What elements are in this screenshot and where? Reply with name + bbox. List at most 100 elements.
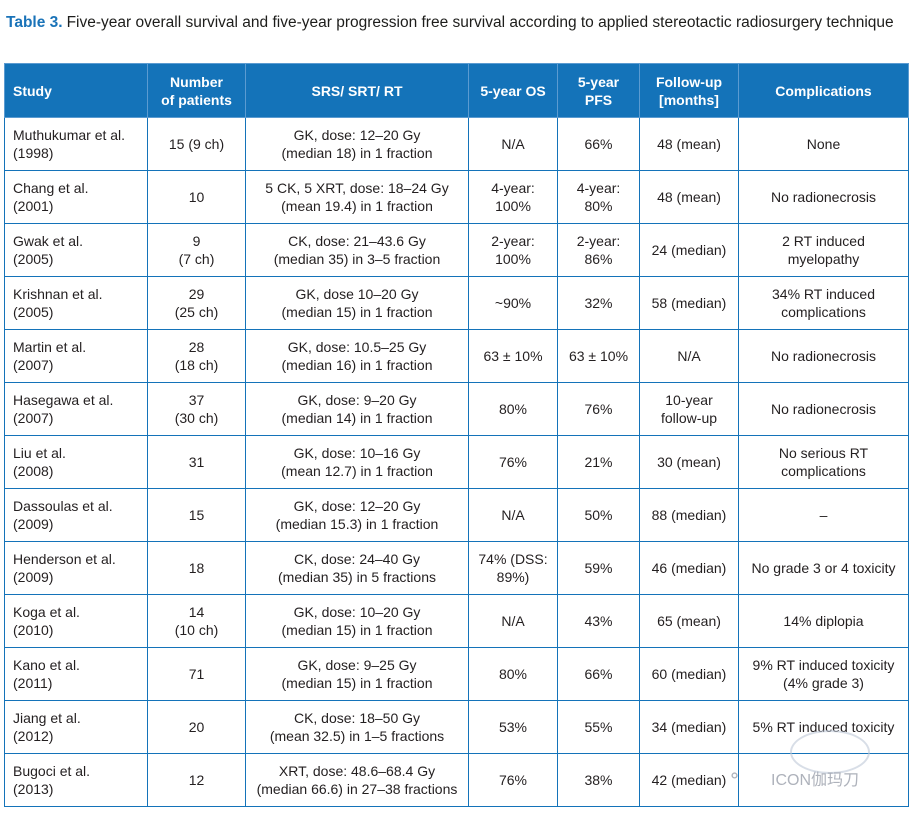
cell-line: 55% <box>584 719 613 735</box>
cell-technique: GK, dose: 12–20 Gy (median 15.3) in 1 fra… <box>245 488 469 542</box>
cell-line: 5% RT induced toxicity <box>752 719 895 735</box>
cell-os: ~90% <box>468 276 558 330</box>
cell-patients: 71 <box>147 647 246 701</box>
cell-os: 80% <box>468 382 558 436</box>
column-header-follow-up: Follow-up [months] <box>639 63 739 118</box>
cell-technique: GK, dose: 12–20 Gy (median 18) in 1 fract… <box>245 117 469 171</box>
cell-line: Dassoulas et al. <box>13 498 113 514</box>
cell-complications: 2 RT induced myelopathy <box>738 223 909 277</box>
cell-pfs: 21% <box>557 435 640 489</box>
cell-line: 18 <box>188 560 205 576</box>
cell-os: N/A <box>468 117 558 171</box>
cell-line: (2012) <box>13 728 54 744</box>
cell-complications: No grade 3 or 4 toxicity <box>738 541 909 595</box>
cell-line: (median 35) in 3–5 fraction <box>273 251 441 267</box>
cell-complications: 9% RT induced toxicity (4% grade 3) <box>738 647 909 701</box>
cell-technique: 5 CK, 5 XRT, dose: 18–24 Gy (mean 19.4) i… <box>245 170 469 224</box>
cell-os: 63 ± 10% <box>468 329 558 383</box>
cell-technique: XRT, dose: 48.6–68.4 Gy (median 66.6) in … <box>245 753 469 807</box>
cell-line: (4% grade 3) <box>783 675 864 691</box>
cell-os: 76% <box>468 435 558 489</box>
survival-table: Study Number of patients SRS/ SRT/ RT 5-year… <box>4 63 909 807</box>
cell-line: N/A <box>501 507 525 523</box>
cell-line: Liu et al. <box>13 445 66 461</box>
cell-pfs: 63 ± 10% <box>557 329 640 383</box>
cell-line: (2001) <box>13 198 54 214</box>
cell-follow-up: 88 (median) <box>639 488 739 542</box>
cell-line: 4-year: <box>491 180 535 196</box>
cell-line: Muthukumar et al. <box>13 127 126 143</box>
watermark-text: ICON伽玛刀 <box>771 772 860 789</box>
cell-line: 10 <box>188 189 205 205</box>
cell-patients: 12 <box>147 753 246 807</box>
cell-line: (2013) <box>13 781 54 797</box>
cell-line: 53% <box>498 719 528 735</box>
cell-line: Koga et al. <box>13 604 80 620</box>
column-header-complications: Complications <box>738 63 909 118</box>
cell-line: myelopathy <box>787 251 860 267</box>
cell-line: Chang et al. <box>13 180 89 196</box>
cell-line: 12 <box>188 772 205 788</box>
cell-complications: No serious RT complications <box>738 435 909 489</box>
cell-follow-up: 24 (median) <box>639 223 739 277</box>
cell-line: Kano et al. <box>13 657 80 673</box>
column-header-patients: Number of patients <box>147 63 246 118</box>
cell-complications: 34% RT induced complications <box>738 276 909 330</box>
cell-line: 48 (mean) <box>657 136 721 152</box>
cell-technique: GK, dose: 9–25 Gy (median 15) in 1 fracti… <box>245 647 469 701</box>
cell-line: 63 ± 10% <box>568 348 629 364</box>
table-row: Hasegawa et al. (2007) 37 (30 ch) GK, dose: … <box>4 382 909 436</box>
cell-pfs: 32% <box>557 276 640 330</box>
header-row: Study Number of patients SRS/ SRT/ RT 5-year… <box>4 63 909 118</box>
cell-line: 76% <box>498 772 528 788</box>
cell-line: 14% diplopia <box>783 613 864 629</box>
cell-line: 2-year: <box>576 233 621 249</box>
cell-line: 21% <box>584 454 613 470</box>
cell-line: (mean 19.4) in 1 fraction <box>281 198 433 214</box>
cell-patients: 10 <box>147 170 246 224</box>
cell-line: (1998) <box>13 145 54 161</box>
cell-line: 63 ± 10% <box>483 348 543 364</box>
cell-line: (2010) <box>13 622 54 638</box>
cell-line: (30 ch) <box>174 410 219 426</box>
cell-study: Henderson et al. (2009) <box>4 541 148 595</box>
cell-line: 76% <box>498 454 528 470</box>
table-row: Kano et al. (2011) 71 GK, dose: 9–25 Gy (med… <box>4 647 909 701</box>
cell-pfs: 4-year: 80% <box>557 170 640 224</box>
cell-line: 88 (median) <box>651 507 727 523</box>
cell-line: No radionecrosis <box>770 401 877 417</box>
table-row: Henderson et al. (2009) 18 CK, dose: 24–40 … <box>4 541 909 595</box>
cell-line: (median 66.6) in 27–38 fractions <box>256 781 458 797</box>
cell-line: (median 14) in 1 fraction <box>281 410 433 426</box>
cell-line: (7 ch) <box>178 251 215 267</box>
cell-os: 76% <box>468 753 558 807</box>
cell-line: SRS/ SRT/ RT <box>311 82 403 99</box>
cell-line: No serious RT <box>778 445 869 461</box>
cell-line: of patients <box>161 91 232 108</box>
cell-line: (mean 12.7) in 1 fraction <box>281 463 433 479</box>
cell-line: (2008) <box>13 463 54 479</box>
cell-patients: 31 <box>147 435 246 489</box>
cell-study: Gwak et al. (2005) <box>4 223 148 277</box>
cell-technique: CK, dose: 24–40 Gy (median 35) in 5 fract… <box>245 541 469 595</box>
cell-pfs: 50% <box>557 488 640 542</box>
cell-complications: – <box>738 488 909 542</box>
cell-line: 28 <box>188 339 205 355</box>
cell-follow-up: 30 (mean) <box>639 435 739 489</box>
cell-line: 80% <box>498 401 528 417</box>
cell-line: (median 16) in 1 fraction <box>281 357 433 373</box>
cell-line: Krishnan et al. <box>13 286 103 302</box>
cell-follow-up: 10-year follow-up <box>639 382 739 436</box>
cell-line: 74% (DSS: <box>478 551 548 567</box>
cell-line: (2009) <box>13 516 54 532</box>
cell-line: 10-year <box>665 392 713 408</box>
cell-pfs: 38% <box>557 753 640 807</box>
table-row: Chang et al. (2001) 10 5 CK, 5 XRT, dose: 1… <box>4 170 909 224</box>
cell-line: 15 (9 ch) <box>168 136 225 152</box>
cell-pfs: 2-year: 86% <box>557 223 640 277</box>
cell-study: Bugoci et al. (2013) <box>4 753 148 807</box>
cell-line: Bugoci et al. <box>13 763 91 779</box>
cell-line: Martin et al. <box>13 339 87 355</box>
cell-line: 66% <box>584 666 613 682</box>
cell-line: GK, dose: 12–20 Gy <box>293 127 421 143</box>
